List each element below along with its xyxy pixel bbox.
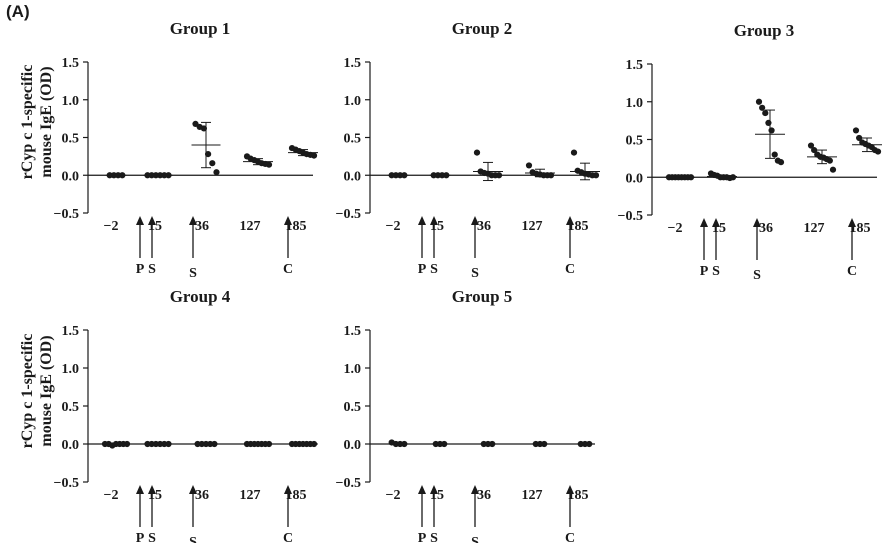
x-tick-label: 127 — [804, 221, 825, 236]
schedule-arrow-label: P — [418, 531, 427, 543]
data-point — [526, 162, 532, 168]
schedule-arrow-head — [700, 218, 708, 227]
y-tick-label: 1.0 — [62, 94, 80, 109]
y-tick-label: 0.5 — [62, 400, 80, 415]
x-tick-label: 127 — [522, 219, 543, 234]
schedule-arrow-label: S — [189, 535, 197, 543]
data-point — [765, 120, 771, 126]
data-point — [496, 172, 502, 178]
x-tick-label: 127 — [240, 219, 261, 234]
x-tick-label: 127 — [240, 488, 261, 503]
y-tick-label: 0.0 — [62, 169, 80, 184]
data-point — [772, 152, 778, 158]
schedule-arrow-label: C — [283, 262, 293, 277]
y-tick-label: 0.0 — [626, 171, 644, 186]
schedule-arrow-label: P — [136, 531, 145, 543]
data-point — [474, 150, 480, 156]
data-point — [756, 99, 762, 105]
schedule-arrow-label: S — [430, 262, 438, 277]
y-tick-label: 1.0 — [62, 362, 80, 377]
schedule-arrow-head — [418, 216, 426, 225]
y-tick-label: −0.5 — [336, 207, 361, 222]
y-tick-label: 1.5 — [62, 56, 80, 71]
y-tick-label: −0.5 — [336, 476, 361, 491]
x-tick-label: 36 — [195, 219, 209, 234]
data-point — [759, 105, 765, 111]
schedule-arrow-label: P — [136, 262, 145, 277]
y-tick-label: 0.0 — [344, 438, 362, 453]
y-tick-label: 0.0 — [62, 438, 80, 453]
schedule-arrow-label: S — [189, 266, 197, 281]
y-tick-label: 1.0 — [344, 362, 362, 377]
x-tick-label: 36 — [477, 488, 491, 503]
y-tick-label: 0.5 — [62, 132, 80, 147]
data-point — [209, 160, 215, 166]
chart-title: Group 4 — [170, 287, 231, 306]
data-point — [875, 148, 881, 154]
schedule-arrow-label: S — [148, 531, 156, 543]
schedule-arrow-head — [136, 216, 144, 225]
y-tick-label: 1.5 — [626, 58, 644, 73]
y-tick-label: 0.5 — [344, 400, 362, 415]
x-tick-label: −2 — [104, 488, 119, 503]
x-tick-label: 36 — [759, 221, 773, 236]
x-tick-label: 36 — [195, 488, 209, 503]
schedule-arrow-label: S — [753, 268, 761, 283]
y-tick-label: 0.0 — [344, 169, 362, 184]
y-tick-label: 0.5 — [344, 132, 362, 147]
schedule-arrow-label: S — [430, 531, 438, 543]
data-point — [778, 159, 784, 165]
schedule-arrow-label: S — [148, 262, 156, 277]
y-tick-label: 1.0 — [344, 94, 362, 109]
data-point — [311, 153, 317, 159]
x-tick-label: −2 — [104, 219, 119, 234]
schedule-arrow-label: C — [847, 264, 857, 279]
schedule-arrow-label: C — [283, 531, 293, 543]
data-point — [830, 167, 836, 173]
schedule-arrow-label: C — [565, 262, 575, 277]
data-point — [730, 174, 736, 180]
data-point — [571, 150, 577, 156]
x-tick-label: −2 — [668, 221, 683, 236]
y-tick-label: −0.5 — [618, 209, 643, 224]
data-point — [768, 127, 774, 133]
schedule-arrow-label: C — [565, 531, 575, 543]
x-tick-label: 127 — [522, 488, 543, 503]
schedule-arrow-label: S — [471, 266, 479, 281]
chart-title: Group 5 — [452, 287, 513, 306]
chart-title: Group 3 — [734, 21, 795, 40]
y-tick-label: 1.0 — [626, 96, 644, 111]
y-tick-label: −0.5 — [54, 476, 79, 491]
x-tick-label: 36 — [477, 219, 491, 234]
data-point — [266, 162, 272, 168]
data-point — [853, 127, 859, 133]
schedule-arrow-label: P — [418, 262, 427, 277]
y-tick-label: 0.5 — [626, 134, 644, 149]
data-point — [593, 172, 599, 178]
data-point — [827, 158, 833, 164]
schedule-arrow-label: S — [712, 264, 720, 279]
schedule-arrow-head — [418, 485, 426, 494]
chart-title: Group 2 — [452, 19, 513, 38]
y-tick-label: 1.5 — [344, 324, 362, 339]
data-point — [762, 110, 768, 116]
y-tick-label: 1.5 — [62, 324, 80, 339]
x-tick-label: −2 — [386, 488, 401, 503]
data-point — [213, 169, 219, 175]
chart-title: Group 1 — [170, 19, 231, 38]
schedule-arrow-head — [136, 485, 144, 494]
schedule-arrow-label: P — [700, 264, 709, 279]
chart-group-1: Group 11.51.00.50.0−0.5−2 15 36 127 185P S S C — [54, 19, 318, 281]
y-tick-label: −0.5 — [54, 207, 79, 222]
x-tick-label: −2 — [386, 219, 401, 234]
schedule-arrow-label: S — [471, 535, 479, 543]
y-tick-label: 1.5 — [344, 56, 362, 71]
